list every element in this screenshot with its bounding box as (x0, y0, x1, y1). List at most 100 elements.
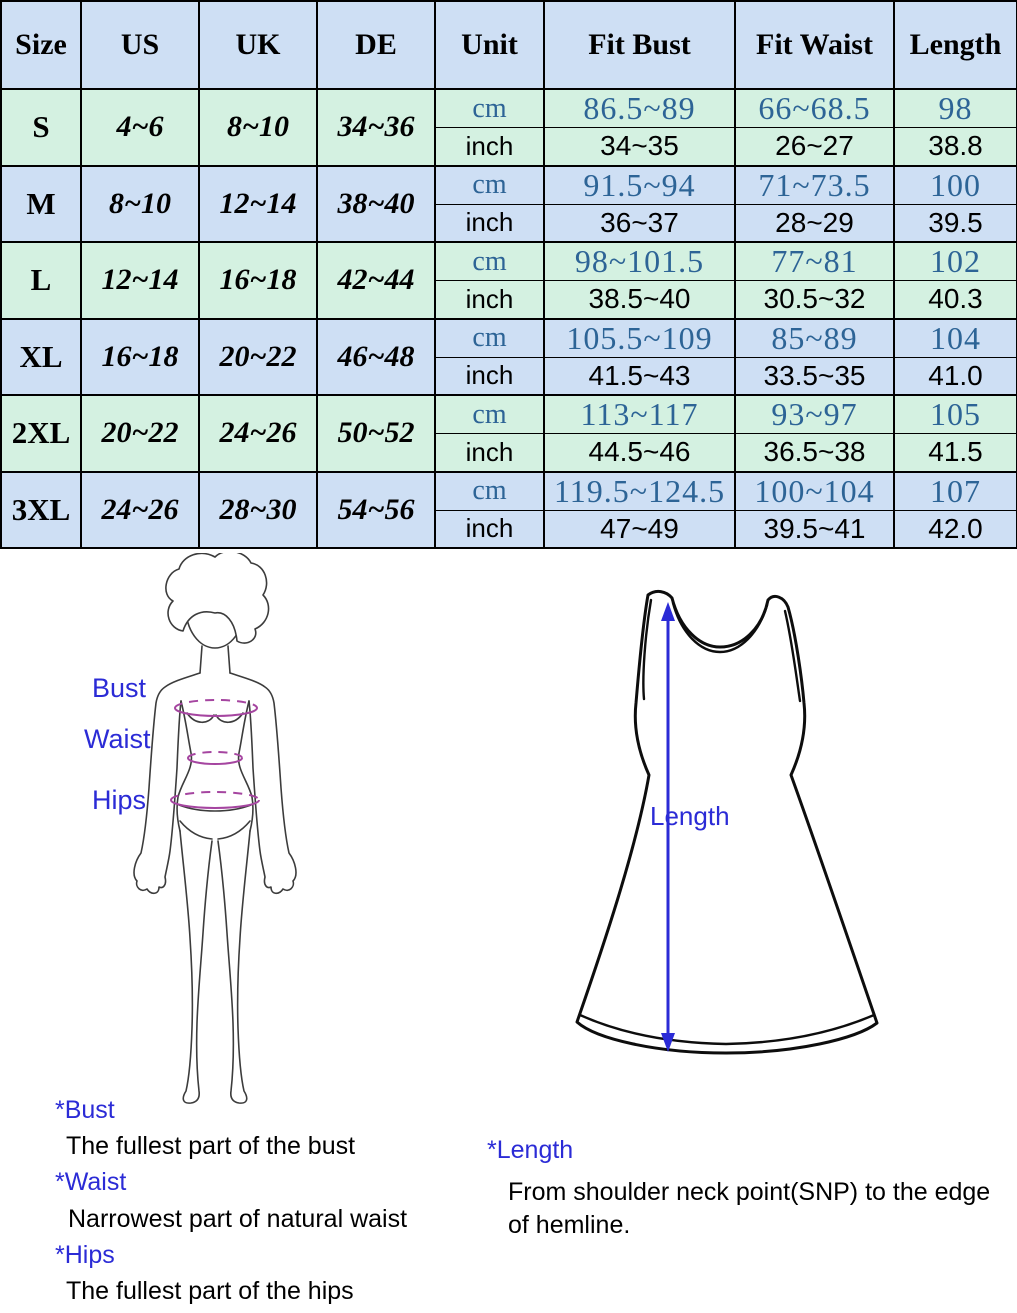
note-length-desc-line2: of hemline. (508, 1211, 631, 1239)
waist-cm-cell: 66~68.5 (734, 88, 895, 128)
waist-cm-cell: 93~97 (734, 394, 895, 434)
de-cell: 54~56 (316, 470, 436, 549)
unit-cm-cell: cm (434, 470, 545, 511)
column-header: Length (893, 0, 1017, 90)
uk-cell: 20~22 (198, 317, 318, 396)
de-cell: 50~52 (316, 394, 436, 472)
table-row: XL 16~18 20~22 46~48 cm 105.5~109 85~89 104 (0, 317, 1017, 396)
waist-cm-cell: 85~89 (734, 317, 895, 358)
waist-label: Waist (84, 724, 151, 754)
note-waist-desc: Narrowest part of natural waist (68, 1205, 408, 1233)
note-length-desc-line1: From shoulder neck point(SNP) to the edg… (508, 1178, 991, 1206)
unit-cm-cell: cm (434, 164, 545, 205)
waist-cm-cell: 77~81 (734, 241, 895, 281)
bust-cm-cell: 91.5~94 (543, 164, 736, 205)
us-cell: 16~18 (80, 317, 200, 396)
unit-inch-cell: inch (434, 127, 545, 167)
bust-label: Bust (92, 673, 147, 703)
bust-cm-cell: 119.5~124.5 (543, 470, 736, 511)
size-cell: 2XL (0, 394, 82, 472)
waist-inch-cell: 26~27 (734, 127, 895, 167)
length-cm-cell: 104 (893, 317, 1017, 358)
us-cell: 12~14 (80, 241, 200, 319)
note-bust-desc: The fullest part of the bust (66, 1132, 356, 1160)
note-length-title: *Length (487, 1136, 574, 1164)
uk-cell: 8~10 (198, 88, 318, 166)
column-header: Size (0, 0, 82, 90)
uk-cell: 28~30 (198, 470, 318, 549)
column-header: DE (316, 0, 436, 90)
unit-cm-cell: cm (434, 88, 545, 128)
table-row: L 12~14 16~18 42~44 cm 98~101.5 77~81 102 (0, 241, 1017, 319)
uk-cell: 24~26 (198, 394, 318, 472)
length-inch-cell: 41.5 (893, 433, 1017, 473)
us-cell: 8~10 (80, 164, 200, 243)
unit-cm-cell: cm (434, 241, 545, 281)
note-hips-desc: The fullest part of the hips (66, 1277, 354, 1305)
de-cell: 38~40 (316, 164, 436, 243)
body-measurement-figure (133, 553, 297, 1104)
table-row: S 4~6 8~10 34~36 cm 86.5~89 66~68.5 98 (0, 88, 1017, 166)
column-header: Fit Waist (734, 0, 895, 90)
length-cm-cell: 98 (893, 88, 1017, 128)
bust-inch-cell: 41.5~43 (543, 356, 736, 396)
note-bust-title: *Bust (55, 1096, 115, 1124)
waist-measure-line (187, 757, 243, 765)
hips-label: Hips (92, 785, 147, 815)
bust-cm-cell: 98~101.5 (543, 241, 736, 281)
waist-inch-cell: 33.5~35 (734, 356, 895, 396)
length-inch-cell: 40.3 (893, 280, 1017, 320)
bust-inch-cell: 44.5~46 (543, 433, 736, 473)
bust-cm-cell: 105.5~109 (543, 317, 736, 358)
us-cell: 20~22 (80, 394, 200, 472)
unit-inch-cell: inch (434, 433, 545, 473)
hips-measure-line (170, 799, 260, 809)
unit-inch-cell: inch (434, 356, 545, 396)
note-hips-title: *Hips (55, 1241, 115, 1269)
waist-cm-cell: 71~73.5 (734, 164, 895, 205)
bust-inch-cell: 36~37 (543, 203, 736, 243)
table-row: 3XL 24~26 28~30 54~56 cm 119.5~124.5 100~104 10… (0, 470, 1017, 549)
size-cell: 3XL (0, 470, 82, 549)
length-inch-cell: 42.0 (893, 509, 1017, 549)
length-cm-cell: 100 (893, 164, 1017, 205)
unit-inch-cell: inch (434, 509, 545, 549)
unit-cm-cell: cm (434, 394, 545, 434)
length-inch-cell: 41.0 (893, 356, 1017, 396)
column-header: UK (198, 0, 318, 90)
bust-inch-cell: 47~49 (543, 509, 736, 549)
column-header: US (80, 0, 200, 90)
waist-inch-cell: 36.5~38 (734, 433, 895, 473)
uk-cell: 16~18 (198, 241, 318, 319)
bust-cm-cell: 113~117 (543, 394, 736, 434)
uk-cell: 12~14 (198, 164, 318, 243)
size-cell: L (0, 241, 82, 319)
size-cell: M (0, 164, 82, 243)
size-cell: XL (0, 317, 82, 396)
size-table-body: S 4~6 8~10 34~36 cm 86.5~89 66~68.5 98 inch 34~35… (0, 88, 1017, 549)
column-header: Fit Bust (543, 0, 736, 90)
length-cm-cell: 105 (893, 394, 1017, 434)
waist-cm-cell: 100~104 (734, 470, 895, 511)
de-cell: 34~36 (316, 88, 436, 166)
us-cell: 4~6 (80, 88, 200, 166)
waist-inch-cell: 30.5~32 (734, 280, 895, 320)
bust-inch-cell: 34~35 (543, 127, 736, 167)
de-cell: 46~48 (316, 317, 436, 396)
table-row: 2XL 20~22 24~26 50~52 cm 113~117 93~97 105 (0, 394, 1017, 472)
length-cm-cell: 107 (893, 470, 1017, 511)
dress-outline (575, 589, 879, 1055)
table-row: inch 34~35 26~27 38.8 (1, 127, 1017, 167)
us-cell: 24~26 (80, 470, 200, 549)
bust-measure-line (174, 707, 258, 717)
waist-inch-cell: 28~29 (734, 203, 895, 243)
de-cell: 42~44 (316, 241, 436, 319)
bust-inch-cell: 38.5~40 (543, 280, 736, 320)
table-row: M 8~10 12~14 38~40 cm 91.5~94 71~73.5 100 (0, 164, 1017, 243)
length-inch-cell: 39.5 (893, 203, 1017, 243)
note-waist-title: *Waist (55, 1168, 127, 1196)
column-header: Unit (434, 0, 545, 90)
length-inch-cell: 38.8 (893, 127, 1017, 167)
